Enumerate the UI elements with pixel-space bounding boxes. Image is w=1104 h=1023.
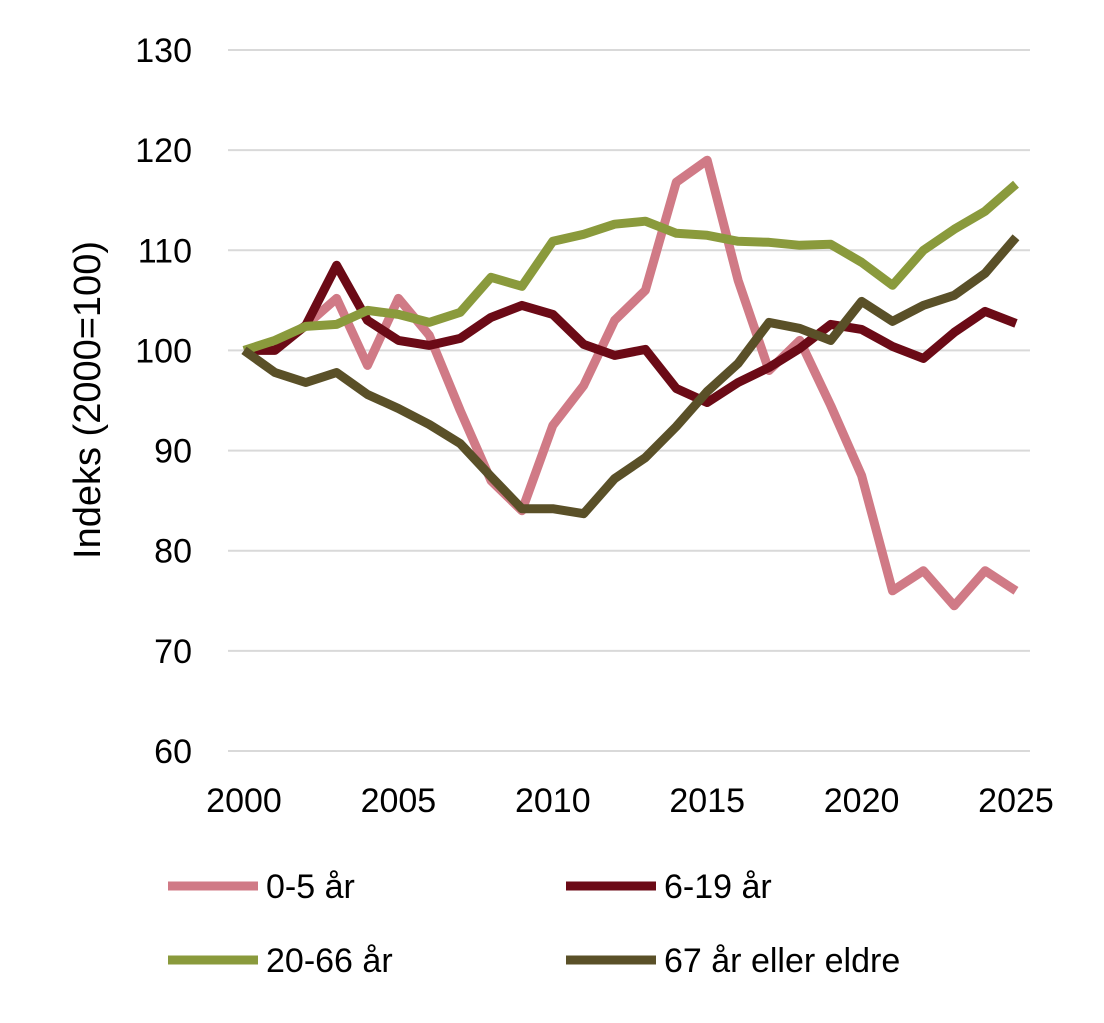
legend-label-1: 0-5 år [266, 868, 355, 906]
legend-label-4: 67 år eller eldre [664, 942, 900, 980]
y-tick-label: 70 [154, 633, 192, 671]
gridlines [228, 49, 1030, 752]
x-axis-tick-labels: 2000 2005 2010 2015 2020 2025 [206, 782, 1054, 820]
y-tick-label: 60 [154, 733, 192, 771]
y-tick-label: 110 [138, 232, 192, 270]
x-tick-label: 2005 [361, 782, 437, 820]
y-axis-tick-labels: 60 70 80 90 100 110 120 130 [135, 32, 192, 771]
y-tick-label: 130 [135, 32, 192, 70]
y-tick-label: 80 [154, 533, 192, 571]
x-tick-label: 2000 [206, 782, 282, 820]
series-line-4 [241, 234, 1020, 519]
series-line-2 [244, 260, 1018, 407]
x-tick-label: 2015 [669, 782, 745, 820]
series-lines [241, 155, 1020, 611]
y-axis-title: Indeks (2000=100) [67, 241, 109, 559]
legend: 0-5 år 6-19 år 20-66 år 67 år eller eldre [168, 868, 900, 980]
y-tick-label: 120 [135, 132, 192, 170]
y-tick-label: 90 [154, 433, 192, 471]
x-tick-label: 2020 [824, 782, 900, 820]
legend-label-3: 20-66 år [266, 942, 393, 980]
y-tick-label: 100 [135, 332, 192, 370]
x-tick-label: 2010 [515, 782, 591, 820]
series-line-3 [242, 180, 1019, 355]
x-tick-label: 2025 [978, 782, 1054, 820]
legend-label-2: 6-19 år [664, 868, 772, 906]
series-line-1 [243, 155, 1019, 611]
